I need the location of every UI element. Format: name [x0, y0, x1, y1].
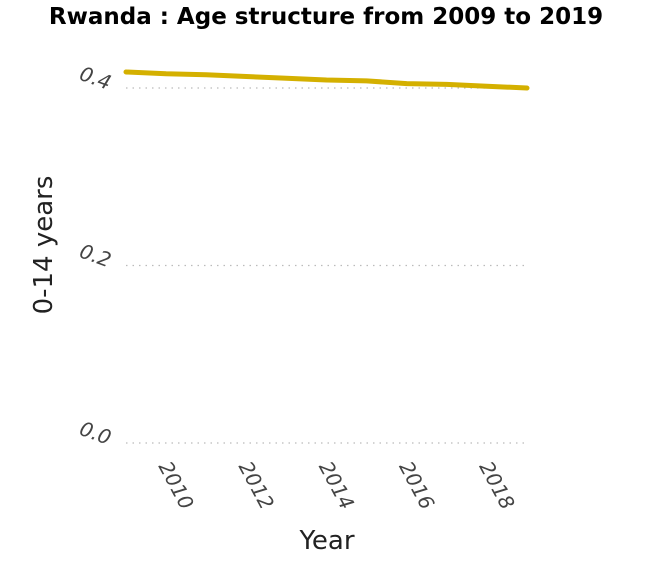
series-line	[123, 69, 530, 91]
y-axis-label: 0-14 years	[29, 176, 59, 315]
x-tick-label: 2012	[234, 457, 279, 513]
x-tick-label: 2018	[474, 457, 519, 513]
x-tick-label: 2016	[394, 457, 439, 513]
y-tick-label: 0.4	[76, 61, 114, 94]
y-tick-label: 0.0	[76, 416, 114, 449]
x-tick-label: 2014	[314, 457, 359, 513]
chart-title: Rwanda : Age structure from 2009 to 2019	[48, 4, 604, 30]
x-axis-label: Year	[298, 526, 354, 556]
x-tick-label: 2010	[154, 457, 199, 513]
y-tick-label: 0.2	[76, 239, 114, 272]
